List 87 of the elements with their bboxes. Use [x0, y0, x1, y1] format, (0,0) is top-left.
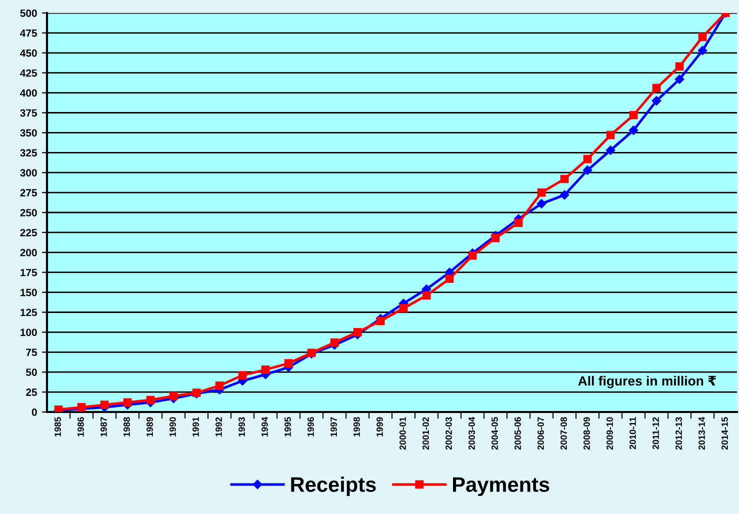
- x-tick-label: 1988: [124, 417, 130, 436]
- x-tick-label: 2007-08: [560, 417, 567, 450]
- x-tick-label: 2000-01: [400, 417, 406, 450]
- y-tick-label: 225: [20, 228, 37, 236]
- point: [261, 366, 270, 374]
- point: [537, 188, 546, 197]
- point: [652, 96, 662, 106]
- legend-label: Receipts: [291, 476, 376, 496]
- x-tick-label: 1993: [238, 417, 245, 436]
- x-tick-label: 1998: [354, 417, 360, 436]
- x-tick-label: 1991: [192, 417, 199, 436]
- point: [284, 359, 293, 368]
- point: [399, 304, 408, 312]
- x-tick-label: 2001-02: [422, 417, 429, 450]
- point: [582, 166, 592, 175]
- y-tick-label: 375: [20, 109, 37, 117]
- x-tick-label: 1990: [170, 417, 176, 436]
- point: [560, 190, 570, 200]
- point: [330, 338, 339, 347]
- y-tick-label: 250: [20, 209, 37, 216]
- point: [445, 274, 454, 283]
- x-tick-label: 2013-14: [698, 416, 705, 450]
- x-tick-label: 1989: [146, 417, 153, 436]
- point: [628, 126, 638, 135]
- y-tick-label: 350: [20, 129, 37, 137]
- x-tick-label: 1994: [262, 416, 268, 436]
- x-tick-label: 1997: [330, 417, 337, 436]
- x-tick-label: 2002-03: [446, 417, 452, 450]
- point: [468, 251, 477, 260]
- x-tick-label: 2003-04: [468, 416, 475, 450]
- point: [674, 74, 684, 84]
- x-tick-label: 2006-07: [538, 417, 544, 450]
- legend-label: Payments: [453, 477, 550, 496]
- y-tick-label: 100: [20, 328, 37, 336]
- point: [698, 46, 708, 56]
- point: [376, 316, 385, 326]
- y-tick-label: 425: [20, 69, 37, 77]
- y-tick-label: 125: [20, 308, 37, 316]
- y-tick-label: 325: [20, 149, 37, 157]
- point: [514, 218, 523, 228]
- point: [215, 382, 224, 390]
- point: [422, 291, 431, 300]
- x-tick-label: 1986: [78, 417, 84, 436]
- point: [629, 110, 638, 120]
- x-tick-label: 2004-05: [492, 417, 498, 450]
- x-tick-label: 2014-15: [722, 417, 728, 450]
- x-tick-label: 1999: [376, 417, 383, 436]
- point: [606, 146, 616, 155]
- point: [698, 32, 707, 42]
- y-tick-label: 275: [20, 189, 37, 196]
- x-tick-label: 1996: [308, 417, 314, 436]
- y-tick-label: 500: [20, 10, 37, 17]
- y-tick-label: 50: [26, 368, 37, 376]
- y-tick-label: 475: [20, 30, 37, 37]
- point: [169, 392, 178, 400]
- point: [146, 396, 155, 404]
- y-tick-label: 200: [20, 248, 37, 256]
- point: [560, 174, 569, 184]
- point: [123, 398, 132, 407]
- y-tick-label: 0: [32, 408, 37, 416]
- x-tick-label: 1987: [100, 417, 107, 436]
- x-tick-label: 2012-13: [676, 417, 682, 450]
- y-tick-label: 25: [26, 388, 37, 396]
- x-tick-label: 2005-06: [514, 417, 521, 450]
- point: [353, 328, 362, 336]
- y-tick-label: 175: [20, 268, 37, 276]
- y-tick-label: 400: [20, 89, 37, 97]
- y-tick-label: 150: [20, 288, 37, 296]
- x-tick-label: 1985: [54, 417, 61, 436]
- point: [583, 154, 592, 164]
- point: [606, 130, 615, 140]
- x-tick-label: 1995: [284, 417, 291, 436]
- x-tick-label: 2010-11: [630, 417, 636, 450]
- point: [238, 371, 247, 380]
- y-tick-label: 300: [20, 169, 37, 176]
- annotation: All figures in million ₹: [578, 376, 716, 388]
- x-tick-label: 2009-10: [606, 417, 613, 450]
- point: [536, 199, 546, 208]
- x-tick-label: 2011-12: [652, 417, 659, 450]
- y-tick-label: 75: [26, 348, 37, 356]
- point: [652, 84, 661, 92]
- y-tick-label: 450: [20, 49, 37, 57]
- point: [491, 234, 500, 242]
- x-tick-label: 2008-09: [584, 417, 590, 450]
- x-tick-label: 1992: [216, 417, 222, 436]
- point: [100, 400, 109, 409]
- point: [675, 62, 684, 71]
